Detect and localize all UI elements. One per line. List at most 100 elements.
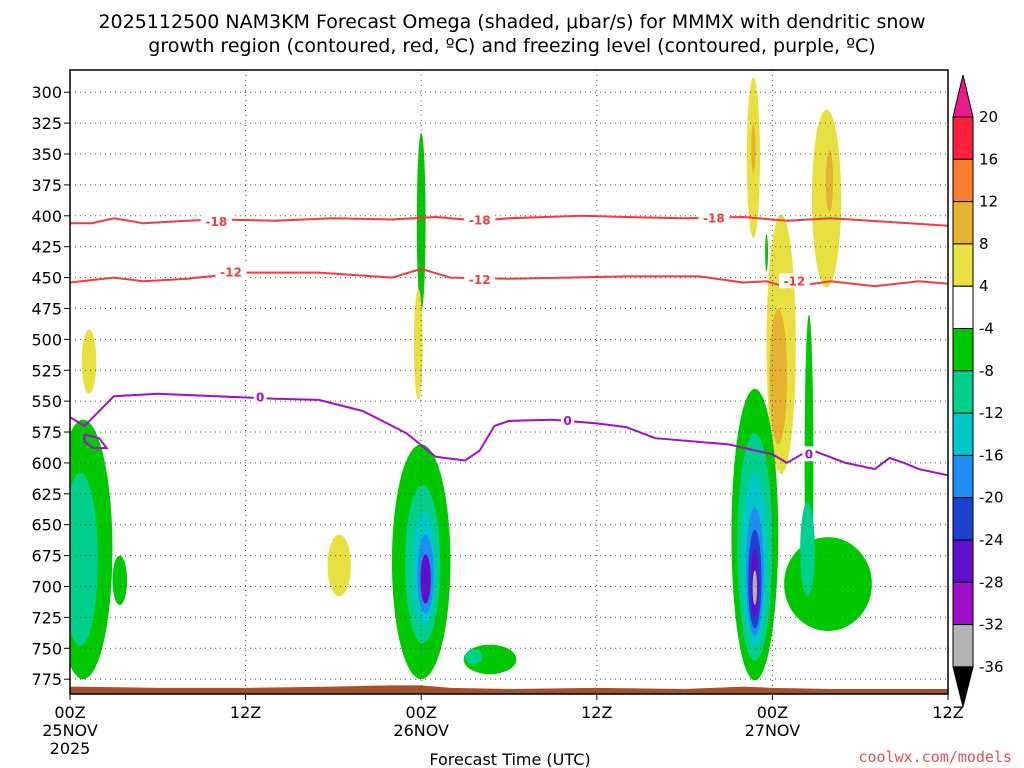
colorbar-swatch — [952, 370, 974, 414]
y-tick-label: 325 — [31, 114, 62, 133]
colorbar-label: 20 — [979, 108, 998, 126]
colorbar-label: -8 — [979, 362, 994, 380]
omega-region — [765, 234, 769, 272]
colorbar-label: 16 — [979, 150, 998, 168]
contour-label: 0 — [256, 390, 264, 404]
contour-label-bg — [464, 212, 496, 228]
x-tick-label: 00Z — [757, 703, 788, 722]
y-axis: 300 325 350 375 400 425 450 475 500 525 550 575 600 6… — [31, 83, 70, 689]
colorbar-swatch — [952, 412, 974, 456]
colorbar-swatch — [952, 624, 974, 668]
x-tick-label: 00Z — [406, 703, 437, 722]
colorbar-label: -12 — [979, 404, 1004, 422]
x-tick-label: 12Z — [581, 703, 612, 722]
contour-label: -12 — [784, 274, 806, 288]
colorbar-swatch — [952, 454, 974, 499]
colorbar-label: -32 — [979, 616, 1004, 634]
chart-title-line1: 2025112500 NAM3KM Forecast Omega (shaded… — [98, 11, 925, 33]
colorbar-swatch — [952, 201, 974, 245]
contour-label: -18 — [703, 211, 725, 225]
omega-region — [800, 502, 815, 597]
x-tick-label: 12Z — [230, 703, 261, 722]
contour-label: -18 — [469, 214, 491, 228]
omega-region — [465, 649, 483, 665]
colorbar: 20 16 12 8 4 -4 -8 -12 -16 -20 -24 -28 -32 -36 — [952, 74, 1004, 708]
contour-label: -12 — [220, 266, 242, 280]
colorbar-swatch — [952, 328, 974, 372]
y-tick-label: 550 — [31, 392, 62, 411]
contour-label-bg — [778, 273, 810, 289]
x-tick-label: 12Z — [932, 703, 963, 722]
y-tick-label: 425 — [31, 238, 62, 257]
x-tick-date: 26NOV — [393, 721, 449, 740]
colorbar-swatch — [952, 243, 974, 287]
contour-label: -18 — [205, 215, 227, 229]
colorbar-label: -16 — [979, 446, 1004, 464]
contours: -18 -18 -18 -12 -12 -12 0 0 0 — [70, 210, 948, 477]
colorbar-swatch — [952, 539, 974, 583]
contour-line — [70, 214, 948, 227]
colorbar-label: -36 — [979, 658, 1004, 676]
colorbar-label: 8 — [979, 235, 989, 253]
x-tick-date: 27NOV — [745, 721, 801, 740]
y-tick-label: 300 — [31, 83, 62, 102]
y-tick-label: 750 — [31, 639, 62, 658]
contour-label-bg — [464, 272, 496, 288]
contour-label-bg — [253, 389, 267, 405]
contour-label-bg — [561, 412, 575, 428]
y-tick-label: 525 — [31, 361, 62, 380]
y-tick-label: 625 — [31, 485, 62, 504]
colorbar-swatch — [952, 285, 974, 330]
y-tick-label: 450 — [31, 269, 62, 288]
x-tick-year: 2025 — [50, 739, 91, 758]
omega-region — [413, 288, 423, 400]
y-tick-label: 675 — [31, 547, 62, 566]
omega-region — [70, 472, 98, 646]
omega-region — [420, 554, 431, 604]
y-tick-label: 400 — [31, 207, 62, 226]
colorbar-label: 12 — [979, 193, 998, 211]
y-tick-label: 375 — [31, 176, 62, 195]
colorbar-label: -4 — [979, 320, 994, 338]
omega-region — [751, 123, 756, 173]
omega-region — [769, 308, 788, 445]
contour-label-bg — [802, 446, 816, 462]
omega-region — [112, 555, 128, 606]
y-tick-label: 475 — [31, 299, 62, 318]
colorbar-top-arrow — [952, 74, 974, 118]
y-tick-label: 500 — [31, 330, 62, 349]
contour-label-bg — [698, 210, 730, 226]
plot-frame — [69, 69, 949, 695]
x-tick-label: 00Z — [54, 703, 85, 722]
omega-region — [784, 537, 872, 631]
contour-label-bg — [200, 213, 232, 229]
contour-label: -12 — [469, 273, 491, 287]
colorbar-label: -28 — [979, 573, 1004, 591]
y-tick-label: 600 — [31, 454, 62, 473]
colorbar-swatch — [952, 158, 974, 203]
contour-label: 0 — [805, 447, 813, 461]
contour-line — [70, 392, 948, 477]
chart-title-line2: growth region (contoured, red, ºC) and f… — [148, 35, 875, 57]
omega-shading — [70, 77, 872, 681]
y-tick-label: 700 — [31, 577, 62, 596]
y-tick-label: 650 — [31, 516, 62, 535]
y-tick-label: 350 — [31, 145, 62, 164]
terrain — [70, 685, 948, 694]
colorbar-swatch — [952, 116, 974, 160]
omega-region — [752, 570, 758, 606]
contour-line — [83, 433, 109, 450]
contour-label: 0 — [563, 414, 571, 428]
colorbar-label: -24 — [979, 531, 1004, 549]
omega-region — [416, 133, 426, 311]
gridlines — [70, 70, 948, 694]
y-tick-label: 725 — [31, 608, 62, 627]
x-tick-date: 25NOV — [42, 721, 98, 740]
colorbar-swatch — [952, 497, 974, 541]
omega-region — [825, 150, 834, 213]
terrain-area — [70, 685, 948, 694]
omega-region — [327, 534, 351, 597]
omega-region — [81, 329, 97, 394]
